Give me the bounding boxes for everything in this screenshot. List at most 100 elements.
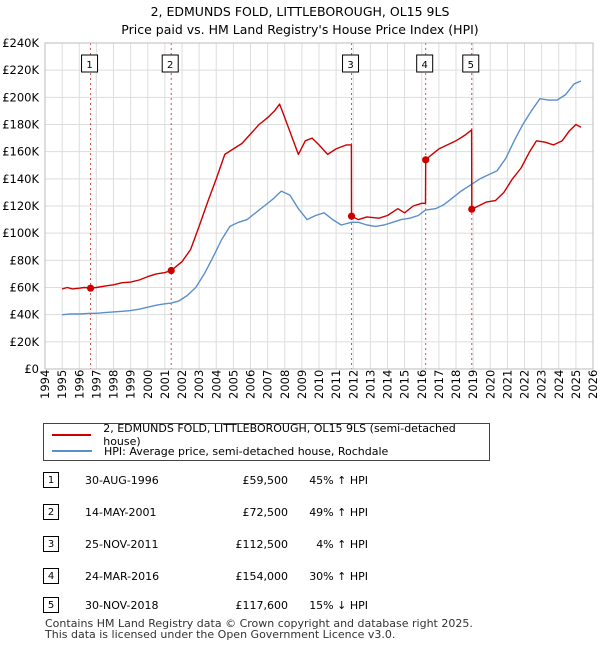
- chart-subtitle: Price paid vs. HM Land Registry's House …: [121, 22, 479, 37]
- x-tick-label: 2013: [363, 370, 377, 399]
- y-tick-label: £180K: [2, 118, 39, 132]
- sale-point: [167, 266, 175, 275]
- x-tick-label: 2015: [398, 370, 412, 399]
- x-tick-label: 2011: [329, 370, 343, 399]
- sale-row: 5 30-NOV-2018 £117,600 15% ↓ HPI: [43, 597, 463, 617]
- sale-marker-box: [161, 54, 179, 73]
- sale-marker-box: [462, 54, 480, 73]
- chart-title: 2, EDMUNDS FOLD, LITTLEBOROUGH, OL15 9LS: [150, 4, 450, 19]
- sale-number: 1: [43, 472, 59, 488]
- x-tick-label: 2025: [569, 370, 583, 399]
- x-tick-label: 2023: [535, 370, 549, 399]
- sale-marker-label: 3: [347, 60, 353, 71]
- x-tick-label: 1997: [89, 370, 103, 399]
- x-tick-label: 2009: [295, 370, 309, 399]
- x-tick-label: 2000: [141, 370, 155, 399]
- sale-point: [468, 205, 476, 213]
- legend-item-property: 2, EDMUNDS FOLD, LITTLEBOROUGH, OL15 9LS…: [52, 422, 489, 448]
- axes: £0 £20K £40K £60K £80K £100K £120K £140K £160K £1…: [2, 36, 600, 399]
- x-tick-label: 1995: [55, 370, 69, 399]
- grid: [44, 42, 594, 370]
- y-tick-label: £160K: [2, 145, 39, 159]
- legend-swatch-property: [52, 434, 92, 436]
- x-tick-label: 2004: [209, 370, 223, 399]
- x-tick-label: 2014: [381, 370, 395, 399]
- sale-marker-box: [342, 54, 360, 73]
- y-tick-label: £60K: [10, 281, 40, 295]
- sale-hpi: 45% ↑ HPI: [309, 474, 368, 487]
- sale-hpi: 15% ↓ HPI: [309, 599, 368, 612]
- sale-price: £112,500: [235, 538, 289, 551]
- sale-point: [347, 212, 356, 220]
- sale-price: £117,600: [235, 599, 289, 612]
- plot-frame: [44, 42, 594, 370]
- hpi-line: [62, 80, 582, 316]
- sale-date: 30-AUG-1996: [85, 474, 159, 487]
- sale-row: 4 24-MAR-2016 £154,000 30% ↑ HPI: [43, 568, 463, 588]
- sale-hpi: 4% ↑ HPI: [316, 538, 368, 551]
- sale-marker-box: [81, 54, 99, 73]
- sale-price: £59,500: [242, 474, 289, 487]
- sale-number: 5: [43, 597, 59, 613]
- sale-row: 2 14-MAY-2001 £72,500 49% ↑ HPI: [43, 504, 463, 524]
- property-price-line: [61, 103, 582, 290]
- x-tick-label: 2002: [175, 370, 189, 399]
- sale-labels: 1 2 3 4 5: [81, 54, 480, 73]
- x-tick-label: 2019: [466, 370, 480, 399]
- y-tick-label: £240K: [2, 36, 39, 50]
- x-tick-label: 2021: [500, 370, 514, 399]
- sale-marker-label: 4: [422, 60, 428, 71]
- x-tick-label: 2003: [192, 370, 206, 399]
- x-tick-label: 2006: [244, 370, 258, 399]
- x-tick-label: 2001: [158, 370, 172, 399]
- x-tick-label: 2026: [586, 370, 600, 399]
- series-lines: [61, 80, 582, 316]
- sale-point: [422, 156, 430, 164]
- footer: Contains HM Land Registry data © Crown c…: [45, 618, 473, 640]
- x-tick-label: 2022: [518, 370, 532, 399]
- x-tick-label: 1998: [107, 370, 121, 399]
- sale-marker-box: [416, 54, 434, 73]
- x-tick-label: 2024: [552, 370, 566, 399]
- legend-item-hpi: HPI: Average price, semi-detached house,…: [52, 443, 388, 459]
- legend-label-hpi: HPI: Average price, semi-detached house,…: [104, 444, 389, 458]
- y-tick-label: £140K: [2, 172, 39, 186]
- y-tick-label: £200K: [2, 90, 39, 104]
- x-tick-label: 2016: [415, 370, 429, 399]
- sale-hpi: 30% ↑ HPI: [309, 570, 368, 583]
- x-tick-label: 1994: [38, 370, 52, 399]
- x-tick-label: 2017: [432, 370, 446, 399]
- legend: 2, EDMUNDS FOLD, LITTLEBOROUGH, OL15 9LS…: [43, 422, 490, 461]
- sale-number: 4: [43, 568, 59, 584]
- x-tick-label: 1996: [72, 370, 86, 399]
- x-tick-label: 2007: [261, 370, 275, 399]
- y-tick-label: £100K: [2, 226, 39, 240]
- sale-point: [86, 284, 95, 292]
- sale-marker-label: 2: [167, 60, 173, 71]
- y-tick-label: £20K: [10, 335, 40, 349]
- sale-date: 30-NOV-2018: [85, 599, 159, 612]
- x-tick-label: 2012: [346, 370, 360, 399]
- sale-date: 25-NOV-2011: [85, 538, 159, 551]
- y-tick-label: £80K: [10, 253, 40, 267]
- footer-license: This data is licensed under the Open Gov…: [45, 628, 396, 641]
- sale-markers: [90, 43, 473, 369]
- sale-row: 1 30-AUG-1996 £59,500 45% ↑ HPI: [43, 472, 463, 492]
- x-tick-label: 1999: [124, 370, 138, 399]
- x-tick-label: 2005: [226, 370, 240, 399]
- y-tick-label: £0: [24, 362, 39, 376]
- sale-number: 2: [43, 504, 59, 520]
- y-tick-label: £120K: [2, 199, 39, 213]
- sale-number: 3: [43, 536, 59, 552]
- y-tick-label: £40K: [10, 308, 40, 322]
- x-tick-label: 2020: [483, 370, 497, 399]
- sale-marker-label: 5: [468, 60, 474, 71]
- sale-date: 24-MAR-2016: [85, 570, 160, 583]
- y-tick-label: £220K: [2, 63, 39, 77]
- sale-price: £72,500: [242, 506, 289, 519]
- legend-swatch-hpi: [52, 450, 92, 452]
- sale-row: 3 25-NOV-2011 £112,500 4% ↑ HPI: [43, 536, 463, 556]
- sale-price: £154,000: [235, 570, 289, 583]
- x-tick-label: 2010: [312, 370, 326, 399]
